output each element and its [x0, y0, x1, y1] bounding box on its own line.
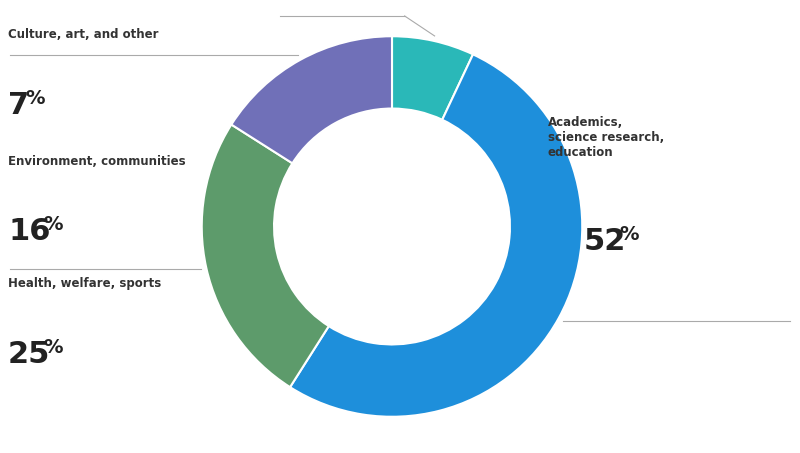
Text: 52: 52 [584, 226, 626, 255]
Wedge shape [290, 54, 582, 417]
Text: Academics,
science research,
education: Academics, science research, education [548, 116, 664, 159]
Text: %: % [26, 89, 45, 108]
Wedge shape [231, 36, 392, 163]
Wedge shape [202, 125, 329, 387]
Text: Environment, communities: Environment, communities [8, 154, 186, 168]
Text: 16: 16 [8, 217, 50, 246]
Text: 25: 25 [8, 340, 50, 369]
Text: %: % [43, 338, 62, 357]
Text: %: % [619, 225, 638, 244]
Text: Culture, art, and other: Culture, art, and other [8, 28, 158, 41]
Text: 7: 7 [8, 91, 29, 120]
Text: Health, welfare, sports: Health, welfare, sports [8, 277, 162, 290]
Text: %: % [43, 216, 62, 235]
Wedge shape [392, 36, 473, 120]
